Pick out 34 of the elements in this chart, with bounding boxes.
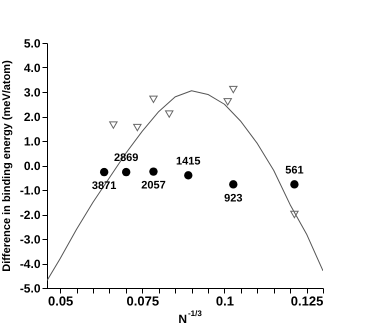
y-tick-label: 5.0 (24, 36, 41, 50)
x-tick-label: 0.1 (216, 294, 234, 308)
x-tick-label: 0.125 (290, 294, 324, 308)
point (122, 168, 130, 176)
y-tick-label: -5.0 (20, 282, 41, 296)
point (165, 110, 174, 118)
point (109, 121, 118, 129)
annotation: 561 (285, 164, 304, 176)
y-tick-label: 0.0 (24, 159, 41, 173)
point (290, 210, 299, 218)
y-tick-label: 4.0 (24, 61, 41, 75)
point (224, 98, 232, 106)
point (229, 86, 238, 94)
point (133, 124, 142, 132)
point (100, 168, 108, 176)
y-tick-label: 2.0 (24, 110, 41, 124)
y-tick-label: 1.0 (24, 134, 41, 148)
annotation: 923 (224, 192, 242, 204)
point (229, 180, 238, 189)
x-tick-label: 0.075 (126, 294, 160, 308)
y-tick-label: -1.0 (20, 184, 41, 198)
point (149, 96, 158, 104)
y-tick-label: -4.0 (20, 257, 41, 271)
y-tick-label: -3.0 (20, 232, 41, 246)
point (149, 167, 158, 176)
y-tick-label: 3.0 (24, 86, 41, 100)
line-series (47, 90, 323, 282)
x-tick-label: 0.05 (48, 294, 74, 308)
y-axis-title: Difference in binding energy (meV/atom) (0, 60, 13, 272)
point (184, 171, 192, 180)
annotation: 1415 (176, 155, 201, 168)
point (290, 180, 299, 189)
annotation: 2057 (141, 180, 166, 192)
y-tick-label: -2.0 (20, 208, 41, 222)
